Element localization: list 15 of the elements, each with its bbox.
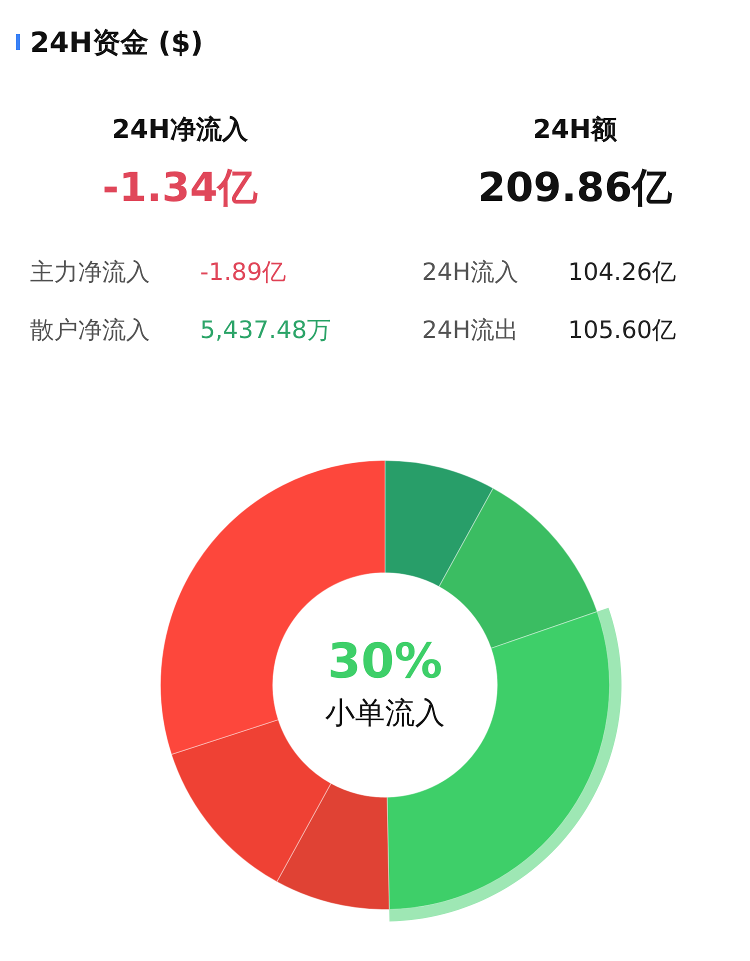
text: 24H资金 ($)	[30, 25, 204, 61]
data-label: 30%	[328, 633, 442, 690]
text: 104.26亿	[568, 257, 676, 288]
text: 24H流出	[422, 315, 519, 346]
text: -1.89亿	[200, 257, 286, 288]
text: 24H流入	[422, 257, 519, 288]
text: 24H净流入	[112, 114, 248, 147]
text: 5,437.48万	[200, 315, 331, 346]
text: 105.60亿	[568, 315, 676, 346]
slice-label: 小单流入	[325, 696, 445, 731]
text: 主力净流入	[30, 257, 150, 288]
text: 209.86亿	[478, 164, 672, 213]
text: 24H额	[533, 114, 617, 147]
text: 散户净流入	[30, 315, 150, 346]
text: -1.34亿	[102, 164, 258, 213]
